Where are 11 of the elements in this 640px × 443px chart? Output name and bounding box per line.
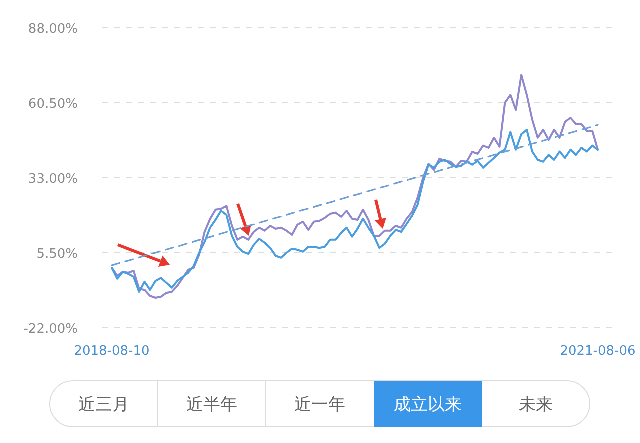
line-series bbox=[111, 129, 599, 293]
y-tick-label: 88.00% bbox=[28, 22, 78, 37]
line-series bbox=[111, 74, 599, 299]
x-tick-label: 2021-08-06 bbox=[560, 344, 636, 359]
x-tick-label: 2018-08-10 bbox=[74, 344, 150, 359]
line-series bbox=[111, 124, 599, 266]
y-tick-label: 60.50% bbox=[28, 97, 78, 112]
y-tick-label: 5.50% bbox=[36, 247, 78, 262]
y-tick-label: -22.00% bbox=[24, 322, 78, 337]
y-tick-label: 33.00% bbox=[28, 172, 78, 187]
period-buttons: 近三月 近半年 近一年 成立以来 未来 bbox=[50, 380, 590, 428]
